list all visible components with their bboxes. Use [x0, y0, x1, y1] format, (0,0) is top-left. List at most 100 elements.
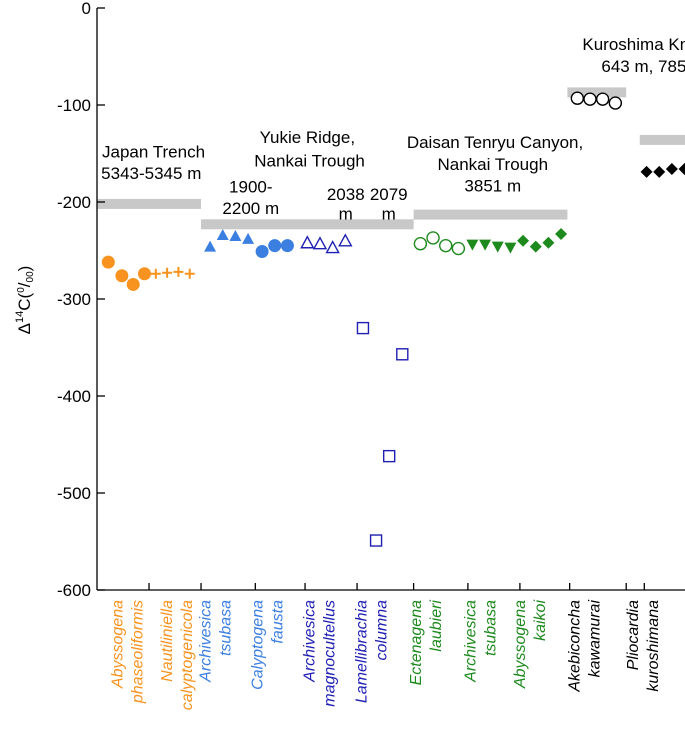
annotation-10: 2200 m: [222, 199, 279, 218]
point-s0-0: [101, 255, 115, 269]
y-tick-label-5: -500: [57, 484, 91, 503]
annotation-0: Kuroshima Knoll: [582, 35, 685, 54]
species-label-0-line-1: phaseoliformis: [129, 600, 146, 704]
point-s7-1: [479, 239, 492, 251]
species-label-8: Abyssogena kaikoi: [512, 600, 549, 690]
point-s7-3: [504, 242, 517, 254]
point-s5-0: [356, 321, 370, 335]
data-points: [101, 91, 685, 547]
point-s10-3: [678, 163, 685, 176]
y-axis-label-part-2: C(: [15, 292, 34, 310]
annotation-12: m: [339, 205, 353, 224]
y-axis-label-group: Δ14C(0/00): [14, 266, 36, 335]
point-s9-0: [570, 91, 585, 105]
point-s4-2: [325, 240, 340, 254]
point-s1-1: [162, 267, 173, 278]
point-s1-0: [150, 268, 161, 279]
point-s9-3: [608, 96, 623, 110]
annotation-7: Nankai Trough: [437, 155, 548, 174]
point-s5-2: [382, 449, 396, 463]
reference-bar-0: [97, 198, 202, 209]
y-axis-label-part-0: Δ: [15, 323, 34, 334]
reference-bar-4: [639, 134, 685, 145]
annotation-1: 643 m, 785 m: [601, 57, 685, 76]
annotation-2: Japan Trench: [102, 143, 205, 162]
species-label-6: Ectenagena laubieri: [408, 600, 445, 686]
point-s8-0: [517, 234, 530, 247]
species-label-2: Archivesica tsubasa: [198, 600, 235, 683]
point-s2-0: [204, 240, 217, 252]
point-s0-2: [126, 277, 140, 291]
species-label-1-line-1: calyptogenicola: [179, 600, 196, 710]
species-label-1: Nautiliniella calyptogenicola: [159, 600, 196, 710]
point-s8-3: [555, 228, 568, 241]
species-label-3-line-1: fausta: [270, 600, 287, 644]
species-label-2-line-1: tsubasa: [218, 600, 235, 656]
point-s0-1: [115, 269, 129, 283]
species-label-6-line-1: laubieri: [428, 600, 445, 652]
annotation-14: m: [382, 205, 396, 224]
point-s2-1: [216, 228, 229, 240]
species-label-1-line-0: Nautiliniella: [159, 600, 176, 682]
point-s10-1: [653, 165, 666, 178]
point-s6-2: [439, 238, 453, 253]
annotation-4: Yukie Ridge,: [260, 128, 355, 147]
species-label-3: Calyptogena fausta: [250, 600, 287, 690]
point-s10-0: [640, 165, 653, 178]
annotation-5: Nankai Trough: [254, 151, 365, 170]
species-label-0: Abyssogena phaseoliformis: [109, 600, 146, 704]
y-tick-label-6: -600: [57, 581, 91, 600]
point-s4-1: [312, 236, 328, 250]
point-s0-3: [137, 267, 151, 281]
species-label-5-line-0: Lamellibrachia: [354, 600, 371, 703]
annotation-3: 5343-5345 m: [101, 164, 201, 183]
species-label-10: Pliocardia kuroshimana: [625, 600, 662, 692]
y-tick-label-1: -100: [57, 96, 91, 115]
y-axis-label-part-6: ): [15, 266, 34, 272]
point-s5-1: [369, 534, 383, 547]
species-label-4-line-1: magnocultellus: [322, 600, 339, 707]
y-axis-label: Δ14C(0/00): [14, 266, 36, 335]
point-s4-0: [300, 235, 315, 249]
annotation-8: 3851 m: [464, 177, 521, 196]
reference-bars: [97, 87, 685, 230]
point-s9-2: [595, 92, 610, 106]
y-tick-label-3: -300: [57, 290, 91, 309]
species-label-6-line-0: Ectenagena: [408, 600, 425, 686]
annotation-13: 2079: [370, 185, 408, 204]
y-axis-label-part-4: /: [15, 282, 34, 287]
axes: 0 -100 -200 -300 -400 -500 -600: [57, 0, 685, 600]
point-s6-1: [426, 231, 440, 245]
species-label-9: Akebiconcha kawamurai: [566, 600, 603, 693]
reference-bar-1: [201, 219, 414, 230]
point-s8-2: [542, 236, 555, 249]
species-label-0-line-0: Abyssogena: [109, 600, 126, 689]
point-s6-0: [413, 237, 428, 251]
point-s8-1: [529, 240, 542, 253]
annotations: Kuroshima Knoll 643 m, 785 m Japan Trench 5…: [101, 35, 685, 224]
species-label-4: Archivesica magnocultellus: [302, 600, 339, 707]
species-labels: Abyssogena phaseoliformis Nautiliniella cal…: [109, 600, 662, 711]
y-axis-label-part-1: 14: [14, 311, 26, 323]
species-label-5-line-1: columna: [374, 600, 391, 661]
point-s10-2: [665, 163, 678, 176]
point-s2-2: [229, 229, 242, 241]
reference-bar-3: [567, 87, 627, 98]
point-s3-0: [255, 244, 269, 258]
reference-bar-2: [413, 209, 568, 220]
point-s7-2: [491, 241, 504, 253]
species-label-2-line-0: Archivesica: [198, 600, 215, 683]
point-s4-3: [338, 233, 353, 247]
species-label-7: Archivesica tsubasa: [462, 600, 499, 683]
annotation-6: Daisan Tenryu Canyon,: [407, 133, 583, 152]
point-s7-0: [466, 239, 479, 251]
y-axis-label-part-5: 00: [25, 271, 36, 283]
species-label-8-line-1: kaikoi: [532, 600, 549, 641]
y-tick-label-2: -200: [57, 193, 91, 212]
species-label-3-line-0: Calyptogena: [250, 600, 267, 690]
species-label-7-line-1: tsubasa: [482, 600, 499, 656]
point-s3-2: [280, 239, 294, 253]
species-label-9-line-0: Akebiconcha: [566, 600, 583, 693]
annotation-9: 1900-: [229, 177, 272, 196]
